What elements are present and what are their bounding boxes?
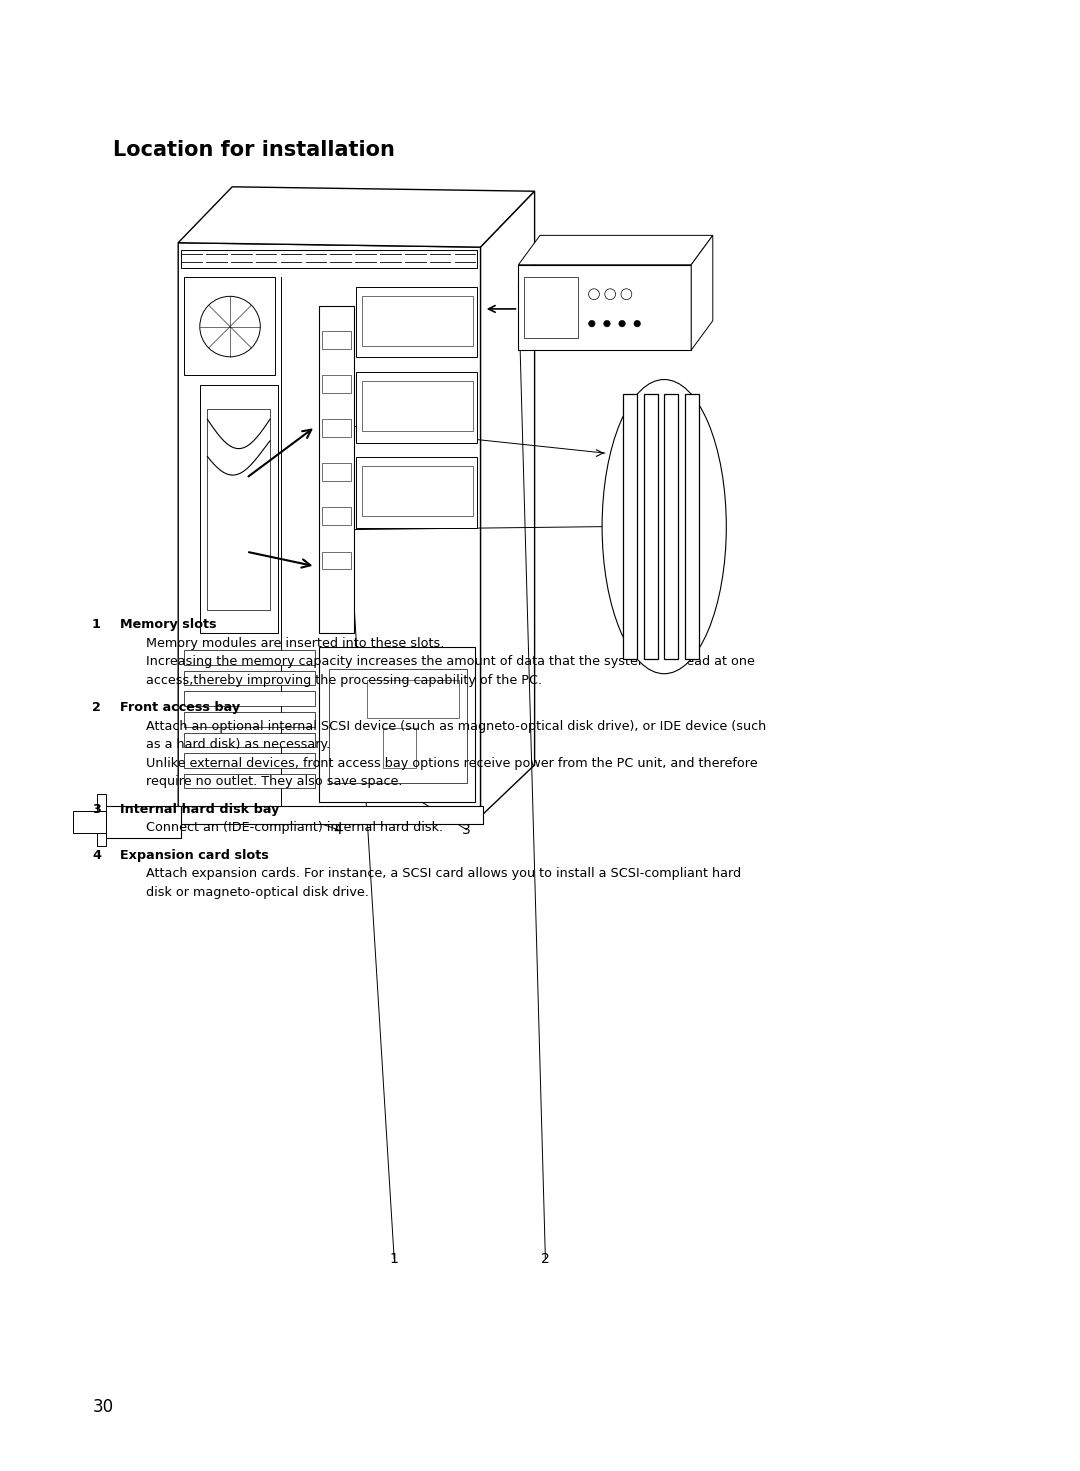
Polygon shape: [184, 277, 275, 375]
Text: disk or magneto-optical disk drive.: disk or magneto-optical disk drive.: [146, 886, 369, 899]
Text: 2: 2: [541, 1252, 550, 1267]
Polygon shape: [664, 394, 678, 659]
Text: 3: 3: [92, 803, 100, 815]
Polygon shape: [184, 691, 315, 706]
Polygon shape: [518, 235, 713, 265]
Text: Memory slots: Memory slots: [120, 618, 216, 631]
Ellipse shape: [603, 380, 727, 674]
Text: 4: 4: [92, 849, 102, 862]
Text: Attach an optional internal SCSI device (such as magneto-optical disk drive), or: Attach an optional internal SCSI device …: [146, 719, 766, 733]
Text: 1: 1: [92, 618, 100, 631]
Polygon shape: [184, 650, 315, 665]
Text: Memory modules are inserted into these slots.: Memory modules are inserted into these s…: [146, 637, 444, 650]
Polygon shape: [178, 187, 535, 247]
Polygon shape: [178, 243, 481, 816]
Text: Attach expansion cards. For instance, a SCSI card allows you to install a SCSI-c: Attach expansion cards. For instance, a …: [146, 866, 741, 880]
Text: Connect an (IDE-compliant) internal hard disk.: Connect an (IDE-compliant) internal hard…: [146, 821, 443, 834]
Text: 30: 30: [93, 1397, 114, 1417]
Polygon shape: [97, 794, 106, 846]
Polygon shape: [319, 647, 475, 802]
Polygon shape: [184, 712, 315, 727]
Polygon shape: [481, 191, 535, 816]
Polygon shape: [685, 394, 699, 659]
Polygon shape: [691, 235, 713, 350]
Polygon shape: [175, 806, 483, 824]
Text: require no outlet. They also save space.: require no outlet. They also save space.: [146, 775, 403, 788]
Text: as a hard disk) as necessary.: as a hard disk) as necessary.: [146, 738, 330, 752]
Polygon shape: [356, 372, 477, 443]
Polygon shape: [73, 811, 106, 833]
Polygon shape: [184, 671, 315, 685]
Polygon shape: [103, 806, 181, 838]
Polygon shape: [200, 385, 278, 633]
Text: 3: 3: [462, 822, 471, 837]
Polygon shape: [644, 394, 658, 659]
Circle shape: [604, 321, 610, 327]
Circle shape: [589, 321, 595, 327]
Text: Unlike external devices, front access bay options receive power from the PC unit: Unlike external devices, front access ba…: [146, 756, 758, 769]
Text: Internal hard disk bay: Internal hard disk bay: [120, 803, 280, 815]
Circle shape: [619, 321, 625, 327]
Polygon shape: [184, 774, 315, 788]
Polygon shape: [184, 733, 315, 747]
Polygon shape: [319, 306, 354, 633]
Text: access,thereby improving the processing capability of the PC.: access,thereby improving the processing …: [146, 674, 542, 687]
Text: Increasing the memory capacity increases the amount of data that the system can : Increasing the memory capacity increases…: [146, 655, 755, 668]
Text: Location for installation: Location for installation: [113, 140, 395, 160]
Text: 4: 4: [334, 822, 342, 837]
Text: Front access bay: Front access bay: [120, 702, 240, 713]
Polygon shape: [518, 265, 691, 350]
Polygon shape: [356, 457, 477, 528]
Polygon shape: [184, 753, 315, 768]
Text: 1: 1: [390, 1252, 399, 1267]
Polygon shape: [356, 287, 477, 357]
Circle shape: [634, 321, 640, 327]
Text: Expansion card slots: Expansion card slots: [120, 849, 269, 862]
Polygon shape: [623, 394, 637, 659]
Text: 2: 2: [92, 702, 100, 713]
